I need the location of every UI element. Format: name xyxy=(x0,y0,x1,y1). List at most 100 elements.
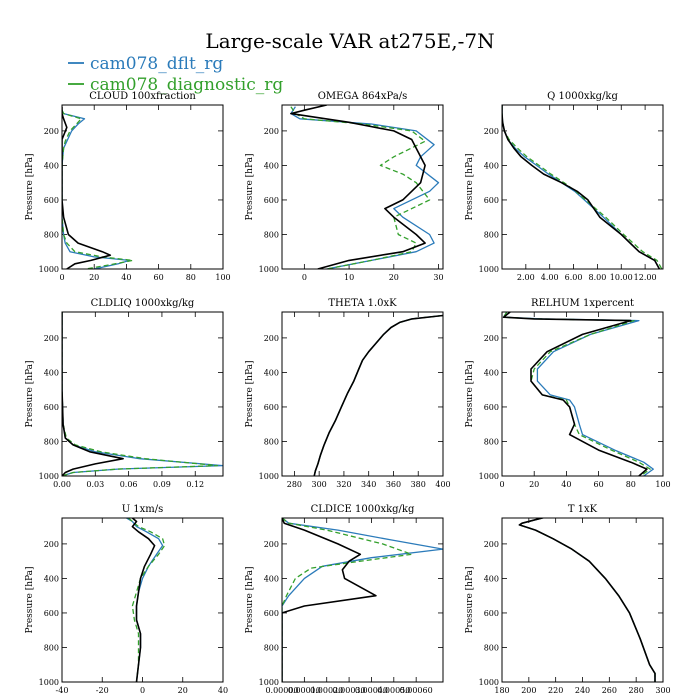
x-tick-label: 0.00030 xyxy=(333,686,366,695)
series-line-ref xyxy=(282,518,377,682)
x-tick-label: -40 xyxy=(56,686,69,695)
series-line-dflt xyxy=(62,312,223,476)
plot-frame xyxy=(281,311,444,477)
series-group xyxy=(282,518,443,682)
x-tick-label: 220 xyxy=(548,686,563,695)
figure-title: Large-scale VAR at275E,-7N xyxy=(205,29,494,53)
series-group xyxy=(518,518,656,682)
series-group xyxy=(62,312,223,476)
y-tick-label: 800 xyxy=(44,437,59,446)
y-tick-label: 200 xyxy=(484,127,499,136)
y-axis-label: Pressure [hPa] xyxy=(245,566,255,633)
x-tick-label: 100 xyxy=(655,480,670,489)
x-tick-label: 0.00 xyxy=(53,480,71,489)
x-tick-label: 0.00000 xyxy=(265,686,298,695)
y-tick-label: 1000 xyxy=(259,265,279,274)
y-tick-label: 200 xyxy=(44,540,59,549)
series-group xyxy=(62,106,134,269)
x-tick-label: 240 xyxy=(575,686,590,695)
x-tick-label: 0 xyxy=(302,273,307,282)
legend: cam078_dflt_rg cam078_diagnostic_rg xyxy=(68,54,283,95)
x-tick-label: 0 xyxy=(499,480,504,489)
x-tick-label: 60 xyxy=(154,273,164,282)
y-tick-label: 600 xyxy=(264,196,279,205)
x-tick-label: 10.00 xyxy=(610,273,633,282)
panel-title: CLDICE 1000xkg/kg xyxy=(311,504,415,515)
panel-title: Q 1000xkg/kg xyxy=(547,91,618,102)
x-tick-label: 0.09 xyxy=(153,480,171,489)
series-line-dflt xyxy=(518,518,656,682)
y-tick-label: 200 xyxy=(44,127,59,136)
panel-title: CLDLIQ 1000xkg/kg xyxy=(91,298,195,309)
plot-frame xyxy=(61,311,224,477)
y-tick-label: 600 xyxy=(484,196,499,205)
series-line-dflt xyxy=(282,518,443,682)
series-group xyxy=(502,105,663,269)
x-tick-label: 6.00 xyxy=(565,273,583,282)
y-tick-label: 600 xyxy=(484,403,499,412)
series-line-dflt xyxy=(62,109,131,269)
x-tick-label: 20 xyxy=(178,686,188,695)
y-tick-label: 1000 xyxy=(479,265,499,274)
x-tick-label: 20 xyxy=(529,480,539,489)
plot-frame xyxy=(281,104,444,270)
series-line-diagnostic xyxy=(127,518,166,682)
y-axis-label: Pressure [hPa] xyxy=(465,360,475,427)
x-tick-label: 40 xyxy=(121,273,131,282)
y-tick-label: 800 xyxy=(44,230,59,239)
x-tick-label: 0.00040 xyxy=(355,686,388,695)
x-tick-label: 180 xyxy=(494,686,509,695)
series-line-diagnostic xyxy=(518,518,656,682)
x-tick-label: 0.00020 xyxy=(310,686,343,695)
plot-frame xyxy=(61,104,224,270)
x-tick-label: 280 xyxy=(287,480,302,489)
y-tick-label: 1000 xyxy=(479,678,499,687)
x-tick-label: 4.00 xyxy=(541,273,559,282)
series-line-ref xyxy=(518,518,656,682)
y-tick-label: 200 xyxy=(264,334,279,343)
plot-frame xyxy=(501,311,664,477)
panel-title: T 1xK xyxy=(568,504,598,515)
series-group xyxy=(290,105,440,269)
y-axis-label: Pressure [hPa] xyxy=(245,360,255,427)
series-line-ref xyxy=(62,106,112,269)
x-tick-label: 0.00050 xyxy=(377,686,410,695)
x-tick-label: 0.00060 xyxy=(400,686,433,695)
y-tick-label: 1000 xyxy=(39,265,59,274)
y-tick-label: 1000 xyxy=(259,472,279,481)
x-tick-label: 0.12 xyxy=(186,480,204,489)
panel-4: THETA 1.0xK Pressure [hPa] 200 400 600 800 100… xyxy=(245,298,451,489)
panel-title: U 1xm/s xyxy=(122,504,164,515)
x-tick-label: 0.00010 xyxy=(288,686,321,695)
series-line-ref xyxy=(62,312,124,476)
y-tick-label: 400 xyxy=(264,368,279,377)
y-tick-label: 200 xyxy=(264,127,279,136)
x-tick-label: 80 xyxy=(626,480,636,489)
series-group xyxy=(502,312,654,476)
x-tick-label: 12.00 xyxy=(634,273,657,282)
series-group xyxy=(313,314,443,476)
plot-frame xyxy=(281,517,444,683)
panel-7: CLDICE 1000xkg/kg Pressure [hPa] 200 400 600… xyxy=(245,504,444,695)
series-line-diagnostic xyxy=(282,518,413,682)
x-tick-label: 380 xyxy=(411,480,426,489)
x-tick-label: 200 xyxy=(521,686,536,695)
y-tick-label: 600 xyxy=(264,609,279,618)
y-tick-label: 200 xyxy=(484,540,499,549)
plot-frame xyxy=(501,517,664,683)
x-tick-label: 100 xyxy=(215,273,230,282)
y-tick-label: 600 xyxy=(44,609,59,618)
series-line-dflt xyxy=(502,105,660,269)
plot-frame xyxy=(61,517,224,683)
series-group xyxy=(126,518,166,682)
y-tick-label: 1000 xyxy=(479,472,499,481)
x-tick-label: -20 xyxy=(96,686,109,695)
x-tick-label: 10 xyxy=(344,273,354,282)
x-tick-label: 320 xyxy=(336,480,351,489)
y-axis-label: Pressure [hPa] xyxy=(25,153,35,220)
